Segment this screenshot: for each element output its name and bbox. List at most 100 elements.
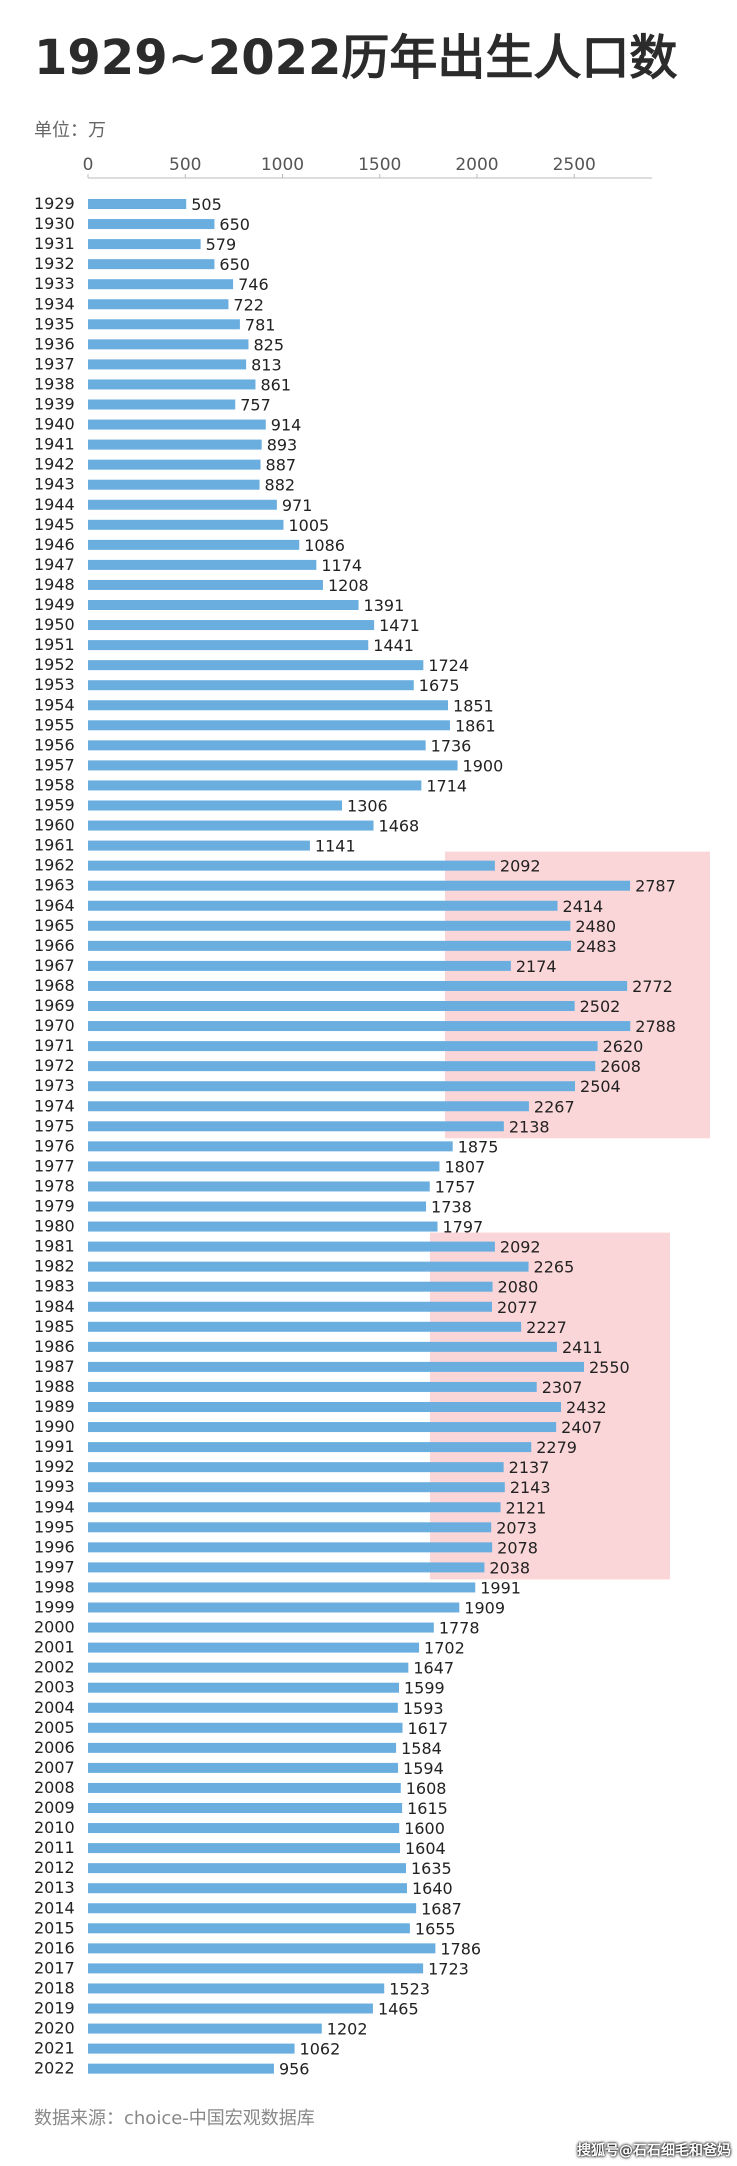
year-label: 2017 [34,1958,75,1977]
bar-row: 1984 2077 [34,1297,538,1317]
bar-value-label: 722 [233,295,264,314]
bar-value-label: 1807 [444,1157,485,1176]
bar-value-label: 1909 [464,1599,505,1618]
bar-value-label: 1797 [443,1218,484,1237]
bar [88,900,558,911]
bar-value-label: 1724 [428,656,469,675]
bar-row: 1998 1991 [34,1577,521,1597]
bar-value-label: 813 [251,355,282,374]
bar [88,539,300,550]
bar-value-label: 1647 [413,1659,454,1678]
year-label: 1945 [34,515,75,534]
bar-row: 1960 1468 [34,816,419,836]
year-label: 1967 [34,956,75,975]
year-label: 2013 [34,1878,75,1897]
bar-row: 1962 2092 [34,856,541,876]
bar-row: 1934 722 [34,294,264,314]
bar [88,960,511,971]
bar-value-label: 1441 [373,636,414,655]
bar-value-label: 1786 [440,1939,481,1958]
bar-value-label: 1640 [412,1879,453,1898]
bar [88,940,571,951]
bar-value-label: 2407 [561,1418,602,1437]
bar-value-label: 2092 [500,857,541,876]
bar [88,1442,532,1453]
bar-value-label: 1635 [411,1859,452,1878]
bar-row: 1950 1471 [34,615,420,635]
bar-value-label: 1593 [403,1699,444,1718]
bar [88,1261,529,1272]
bar-row: 1974 2267 [34,1096,575,1116]
bar-row: 1959 1306 [34,796,388,816]
bar-row: 2018 1523 [34,1978,430,1998]
bar-row: 1995 2073 [34,1517,537,1537]
year-label: 1997 [34,1557,75,1576]
bar-row: 1941 893 [34,435,297,455]
bar-value-label: 2787 [635,877,676,896]
bar-value-label: 1141 [315,837,356,856]
year-label: 2006 [34,1738,75,1757]
bar-row: 1963 2787 [34,876,676,896]
bar [88,1782,401,1793]
bar-row: 1956 1736 [34,735,471,755]
year-label: 1969 [34,996,75,1015]
bar-row: 1994 2121 [34,1497,546,1517]
bar-row: 2017 1723 [34,1958,469,1978]
bar-value-label: 505 [191,195,222,214]
bar [88,800,343,811]
bar-row: 1964 2414 [34,896,603,916]
bar-row: 2012 1635 [34,1858,452,1878]
year-label: 2019 [34,1999,75,2018]
year-label: 1935 [34,314,75,333]
year-label: 2016 [34,1938,75,1957]
bar [88,1983,385,1994]
bar-value-label: 1600 [404,1819,445,1838]
bar-value-label: 2038 [489,1558,530,1577]
bar-row: 2013 1640 [34,1878,453,1898]
year-label: 1951 [34,635,75,654]
bar-row: 1948 1208 [34,575,369,595]
bar [88,1943,436,1954]
bar [88,1803,403,1813]
bar-row: 1936 825 [34,334,284,354]
year-label: 2000 [34,1618,75,1637]
year-label: 1988 [34,1377,75,1396]
bar [88,640,369,651]
bar [88,760,458,771]
bar [88,299,229,310]
bar-value-label: 2073 [496,1518,537,1537]
year-label: 2014 [34,1898,75,1917]
bar-row: 2016 1786 [34,1938,481,1958]
bar-row: 1937 813 [34,354,282,374]
bar-row: 1930 650 [34,214,250,234]
bar-row: 2005 1617 [34,1718,448,1738]
bar [88,1502,501,1513]
bar-row: 1971 2620 [34,1036,643,1056]
year-label: 1931 [34,234,75,253]
bar [88,1201,427,1212]
year-label: 1966 [34,936,75,955]
bar-value-label: 1702 [424,1639,465,1658]
bar [88,1883,407,1894]
bar-value-label: 1584 [401,1739,442,1758]
bar-row: 2003 1599 [34,1678,445,1698]
bar-row: 2010 1600 [34,1818,445,1838]
year-label: 1975 [34,1116,75,1135]
bar [88,1482,505,1493]
bar [88,1281,493,1292]
bar [88,1422,557,1433]
bar [88,1562,485,1573]
bar [88,319,240,330]
bar-row: 1940 914 [34,415,301,435]
bar [88,1742,397,1753]
bar [88,2003,373,2014]
year-label: 1972 [34,1056,75,1075]
x-tick-label: 1500 [358,155,401,175]
bar-row: 2007 1594 [34,1758,444,1778]
bar [88,1041,598,1052]
bar-row: 1929 505 [34,194,222,214]
bar-value-label: 914 [271,416,302,435]
bar [88,720,450,731]
bar-row: 1976 1875 [34,1136,498,1156]
bar-row: 1966 2483 [34,936,617,956]
